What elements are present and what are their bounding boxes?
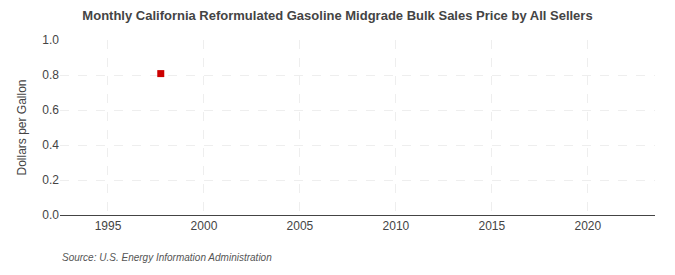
svg-text:0.8: 0.8 — [42, 68, 59, 82]
svg-text:2020: 2020 — [574, 219, 601, 233]
svg-text:Dollars per Gallon: Dollars per Gallon — [15, 79, 29, 175]
svg-text:1995: 1995 — [95, 219, 122, 233]
svg-text:2000: 2000 — [191, 219, 218, 233]
svg-text:0.4: 0.4 — [42, 138, 59, 152]
svg-text:2005: 2005 — [287, 219, 314, 233]
svg-text:Monthly California Reformulate: Monthly California Reformulated Gasoline… — [82, 8, 592, 23]
svg-text:Source: U.S. Energy Informatio: Source: U.S. Energy Information Administ… — [62, 252, 272, 263]
svg-text:2015: 2015 — [478, 219, 505, 233]
svg-text:1.0: 1.0 — [42, 33, 59, 47]
svg-text:0.2: 0.2 — [42, 173, 59, 187]
svg-text:2010: 2010 — [383, 219, 410, 233]
svg-text:0.0: 0.0 — [42, 208, 59, 222]
svg-text:0.6: 0.6 — [42, 103, 59, 117]
